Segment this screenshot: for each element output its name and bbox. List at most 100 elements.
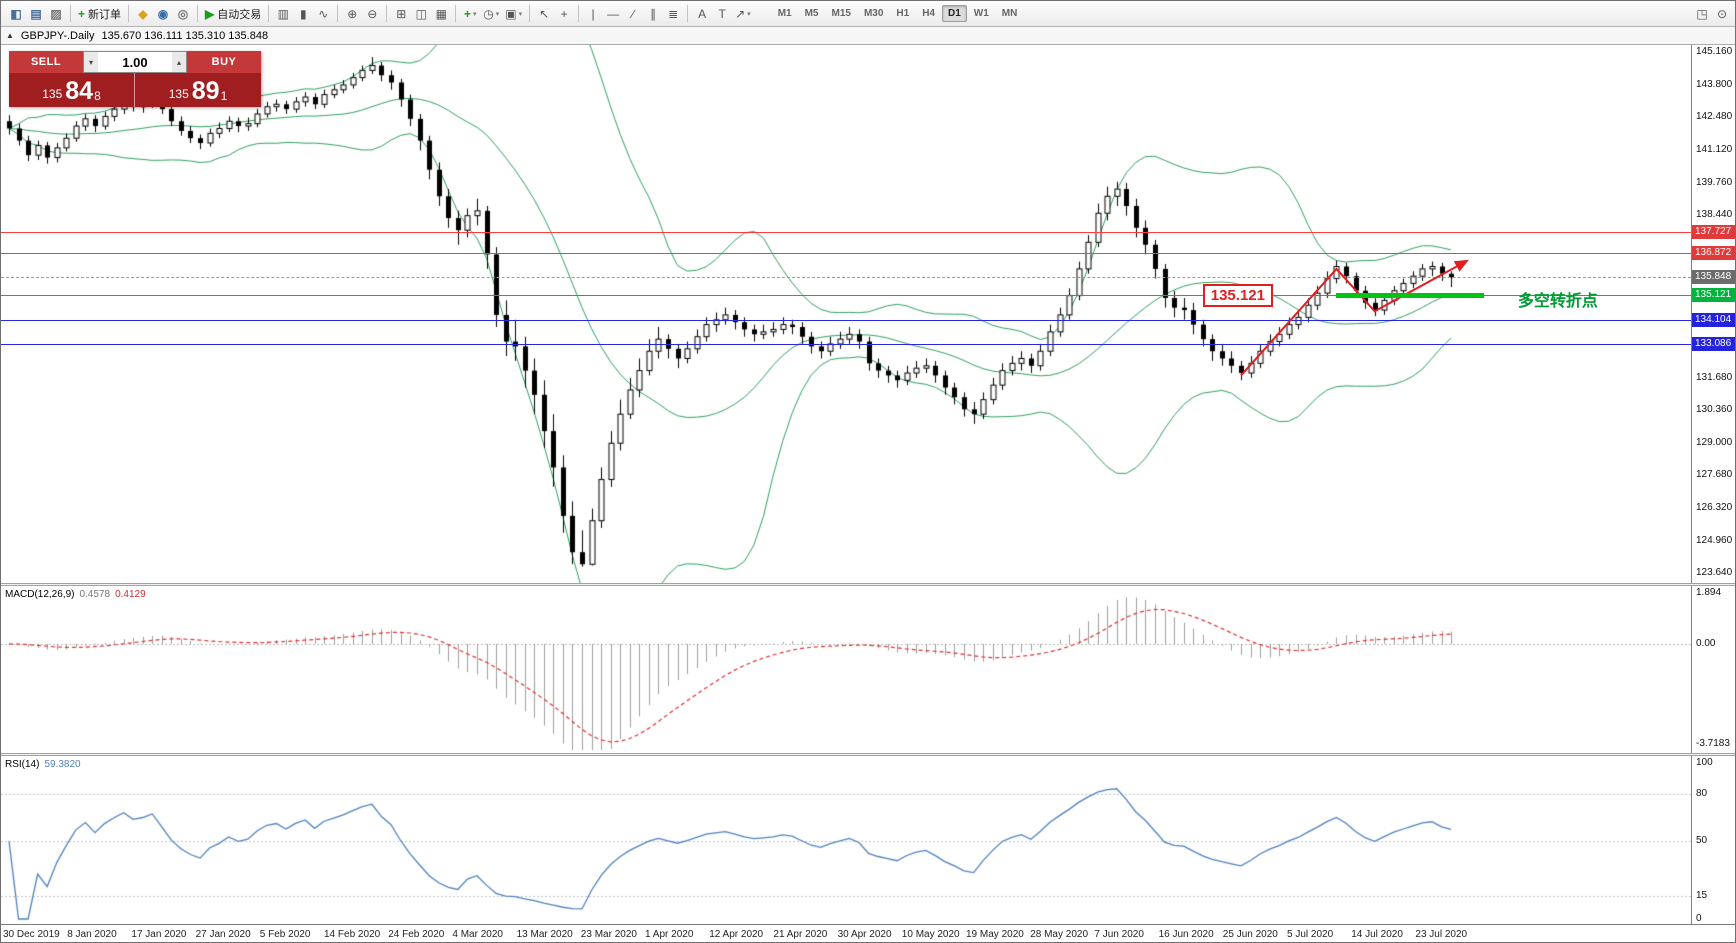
arrange-windows-icon[interactable]: ▦ bbox=[431, 4, 451, 24]
cascade-windows-icon[interactable]: ◫ bbox=[411, 4, 431, 24]
zoom-out-icon: ⊖ bbox=[367, 6, 378, 21]
fibonacci-icon[interactable]: ≣ bbox=[663, 4, 683, 24]
time-axis-label: 27 Jan 2020 bbox=[195, 929, 251, 940]
timeframe-m5[interactable]: M5 bbox=[804, 8, 819, 19]
cursor-icon[interactable]: ↖ bbox=[534, 4, 554, 24]
trendline-icon[interactable]: ∕ bbox=[623, 4, 643, 24]
price-axis-label: 129.000 bbox=[1696, 437, 1733, 449]
macd-axis[interactable]: 1.894 0.00 -3.7183 bbox=[1691, 586, 1735, 753]
price-axis-label: 124.960 bbox=[1696, 535, 1733, 547]
line-chart-icon: ∿ bbox=[318, 6, 329, 21]
price-line-135_848[interactable] bbox=[1, 277, 1691, 279]
macd-main-value: 0.4578 bbox=[79, 589, 111, 600]
line-chart-icon[interactable]: ∿ bbox=[313, 4, 333, 24]
price-axis-label: 126.320 bbox=[1696, 502, 1733, 514]
panel-splitter-1[interactable] bbox=[1, 583, 1735, 586]
templates-icon[interactable]: ▣ ▾ bbox=[502, 4, 525, 24]
rsi-canvas[interactable] bbox=[1, 756, 1691, 924]
volume-increase-button[interactable]: ▴ bbox=[172, 52, 186, 72]
rsi-axis-label: 100 bbox=[1696, 757, 1713, 768]
indicators-icon[interactable]: + ▾ bbox=[460, 4, 480, 24]
timeframe-m15[interactable]: M15 bbox=[831, 8, 851, 19]
time-axis-label: 5 Feb 2020 bbox=[259, 929, 311, 940]
toolbar-groups: ◧ ▤ ▨ + 新订单 ◆ ◉ ◎ ▶ 自动交易 ▥ ▮ ∿ ⊕ ⊖ ⊞ ◫ ▦ + ▾ ◷ ▾ ▣ ▾ ↖ + | — ∕ ∥ ≣ A T ↗ ▾ bbox=[6, 4, 754, 24]
volume-decrease-button[interactable]: ▾ bbox=[84, 52, 98, 72]
price-line-134_104[interactable] bbox=[1, 319, 1691, 321]
macd-canvas[interactable] bbox=[1, 586, 1691, 753]
fibonacci-icon: ≣ bbox=[668, 6, 679, 21]
vertical-line-icon[interactable]: | bbox=[583, 4, 603, 24]
dropdown-arrow-icon: ▾ bbox=[747, 10, 751, 18]
market-watch-icon[interactable]: ◆ bbox=[133, 4, 153, 24]
vertical-line-icon: | bbox=[591, 6, 595, 21]
text-icon[interactable]: A bbox=[692, 4, 712, 24]
zoom-out-icon[interactable]: ⊖ bbox=[362, 4, 382, 24]
price-chart-canvas[interactable] bbox=[1, 45, 1691, 583]
price-axis-label: 127.680 bbox=[1696, 469, 1733, 481]
timeframe-h4[interactable]: H4 bbox=[922, 8, 935, 19]
price-axis[interactable]: 145.160 143.800 142.480 141.120 139.760 138.4… bbox=[1691, 45, 1735, 583]
profiles-icon[interactable]: ▨ bbox=[46, 4, 66, 24]
text-label-icon[interactable]: T bbox=[712, 4, 732, 24]
periods-icon[interactable]: ◷ ▾ bbox=[480, 4, 502, 24]
timeframe-m30[interactable]: M30 bbox=[863, 8, 884, 19]
toolbar-separator bbox=[197, 5, 199, 22]
toolbar-separator bbox=[455, 5, 457, 22]
time-axis-label: 25 Jun 2020 bbox=[1222, 929, 1278, 940]
chart-windows-icon[interactable]: ▤ bbox=[26, 4, 46, 24]
timeframe-h1[interactable]: H1 bbox=[896, 8, 910, 19]
channel-icon: ∥ bbox=[650, 6, 657, 21]
panel-splitter-2[interactable] bbox=[1, 753, 1735, 756]
timeframe-d1[interactable]: D1 bbox=[942, 5, 967, 22]
price-badge-resistance-2: 136.872 bbox=[1692, 245, 1735, 260]
price-line-135_121[interactable] bbox=[1, 295, 1691, 297]
data-window-icon[interactable]: ◉ bbox=[153, 4, 173, 24]
buy-button[interactable]: BUY bbox=[187, 51, 261, 73]
price-annotation-label[interactable]: 135.121 bbox=[1202, 284, 1273, 308]
search-icon[interactable]: ⊙ bbox=[1716, 6, 1728, 21]
support-bar[interactable] bbox=[1336, 293, 1485, 299]
turning-point-label[interactable]: 多空转折点 bbox=[1517, 292, 1598, 310]
time-axis-label: 4 Mar 2020 bbox=[452, 929, 503, 940]
new-order-button[interactable]: + 新订单 bbox=[75, 4, 124, 24]
arrow-shapes-icon[interactable]: ↗ ▾ bbox=[732, 4, 754, 24]
arrow-shapes-icon: ↗ bbox=[735, 6, 746, 21]
auto-trading-button[interactable]: ▶ 自动交易 bbox=[202, 4, 264, 24]
navigator-icon[interactable]: ◎ bbox=[173, 4, 193, 24]
horizontal-line-icon[interactable]: — bbox=[603, 4, 623, 24]
bars-icon[interactable]: ▥ bbox=[273, 4, 293, 24]
collapse-icon[interactable]: ▲ bbox=[6, 31, 14, 40]
chart-ohlc-values: 135.670 136.111 135.310 135.848 bbox=[101, 29, 269, 42]
sell-button[interactable]: SELL bbox=[9, 51, 83, 73]
time-axis[interactable]: 30 Dec 2019 8 Jan 2020 17 Jan 2020 27 Jan 2… bbox=[1, 924, 1735, 942]
price-badge-support-2: 133.086 bbox=[1692, 337, 1735, 352]
timeframe-w1[interactable]: W1 bbox=[973, 8, 989, 19]
price-line-137_727[interactable] bbox=[1, 231, 1691, 233]
bid-price[interactable]: 135 84 8 bbox=[9, 73, 135, 107]
new-chart-icon[interactable]: ◧ bbox=[6, 4, 26, 24]
price-badge-support-1: 134.104 bbox=[1692, 312, 1735, 327]
zoom-in-icon[interactable]: ⊕ bbox=[342, 4, 362, 24]
toolbar-separator bbox=[386, 5, 388, 22]
rsi-axis[interactable]: 100 80 50 15 0 bbox=[1691, 756, 1735, 924]
bid-price-big: 84 bbox=[65, 77, 94, 105]
ask-price[interactable]: 135 89 1 bbox=[135, 73, 261, 107]
text-label-icon: T bbox=[718, 6, 726, 21]
candlesticks-icon[interactable]: ▮ bbox=[293, 4, 313, 24]
time-axis-label: 23 Mar 2020 bbox=[580, 929, 637, 940]
docking-icon[interactable]: ◳ bbox=[1696, 6, 1708, 21]
channel-icon[interactable]: ∥ bbox=[643, 4, 663, 24]
volume-input[interactable]: 1.00 bbox=[122, 54, 148, 70]
toolbar-separator bbox=[337, 5, 339, 22]
timeframe-m1[interactable]: M1 bbox=[777, 8, 792, 19]
price-axis-label: 142.480 bbox=[1696, 110, 1733, 122]
auto-trading-button-label: 自动交易 bbox=[217, 8, 262, 21]
price-line-133_086[interactable] bbox=[1, 344, 1691, 346]
data-window-icon: ◉ bbox=[157, 6, 169, 21]
chart-symbol-title: GBPJPY-.Daily bbox=[20, 29, 95, 42]
price-line-136_872[interactable] bbox=[1, 252, 1691, 254]
timeframe-mn[interactable]: MN bbox=[1001, 8, 1018, 19]
crosshair-icon[interactable]: + bbox=[554, 4, 574, 24]
tile-windows-icon[interactable]: ⊞ bbox=[391, 4, 411, 24]
